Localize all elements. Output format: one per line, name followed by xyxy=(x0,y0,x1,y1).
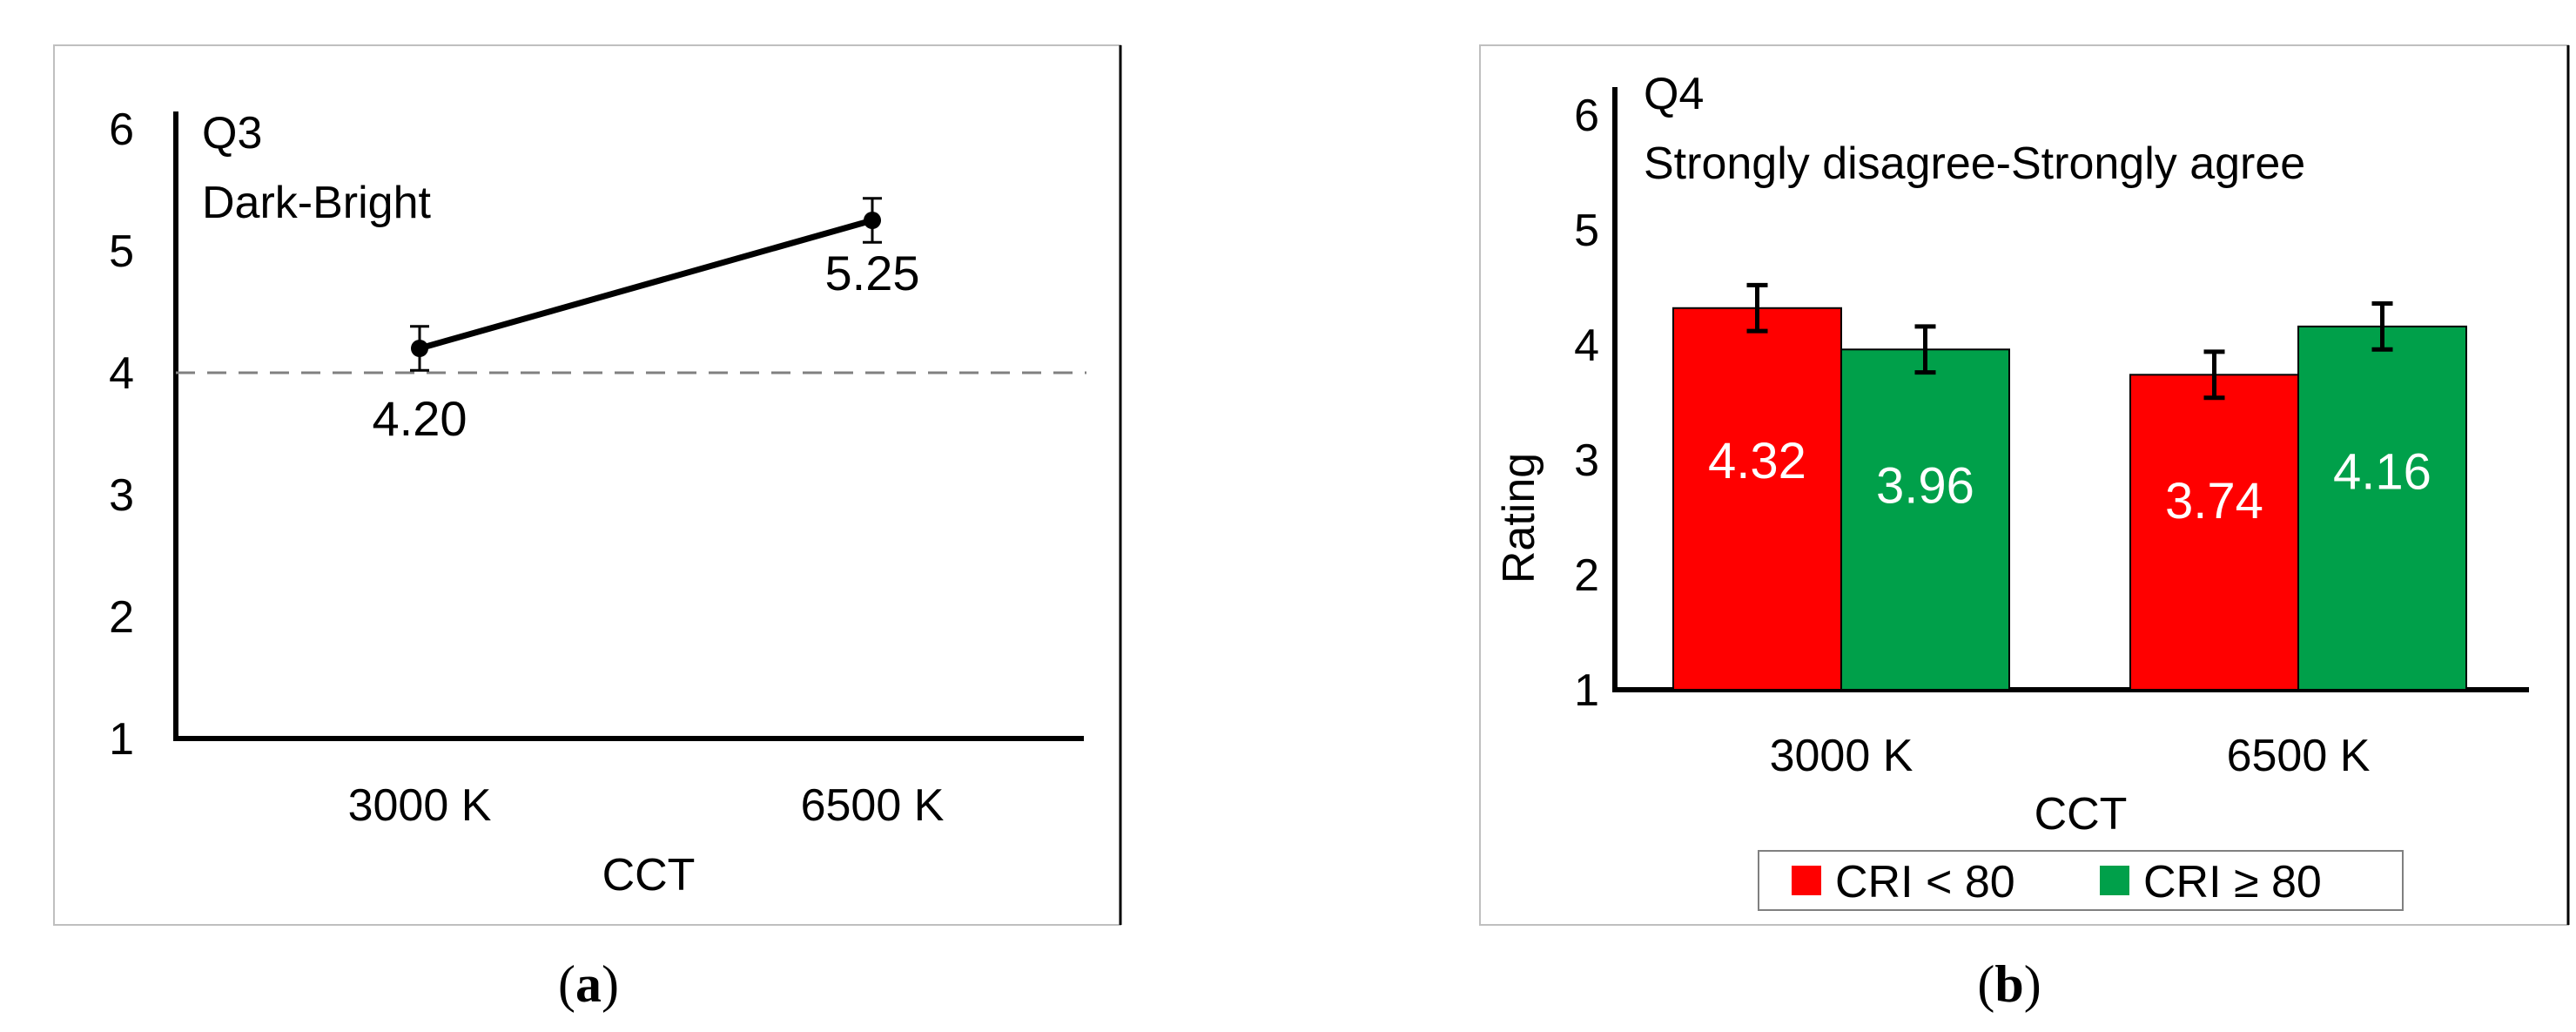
panel-b-y-tick-label: 4 xyxy=(1574,320,1599,371)
panel-b-bar xyxy=(2129,374,2299,691)
panel-a-x-axis-title: CCT xyxy=(602,850,696,900)
panel-b-legend-box xyxy=(1758,850,2404,911)
panel-b-bar xyxy=(1840,348,2010,691)
panel-a-y-tick-label: 4 xyxy=(109,348,134,399)
panel-b-bar-label: 4.16 xyxy=(2333,444,2431,501)
panel-a-y-tick-label: 3 xyxy=(109,470,134,521)
panel-b-x-axis-title: CCT xyxy=(2035,789,2128,840)
panel-a-tag-close: ) xyxy=(602,955,619,1013)
panel-b-legend: CRI < 80 CRI ≥ 80 xyxy=(1758,850,2404,911)
panel-b-legend-label: CRI < 80 xyxy=(1835,857,2015,907)
panel-b-bar-label: 3.96 xyxy=(1876,458,1974,515)
panel-b-bar xyxy=(1672,307,1842,691)
panel-a-x-tick-label: 6500 K xyxy=(801,780,945,831)
panel-a-x-tick-label: 3000 K xyxy=(348,780,492,831)
panel-b-title: Q4 xyxy=(1644,69,1704,119)
panel-a-data-point xyxy=(864,212,881,229)
panel-a-y-ticks: 1 2 3 4 5 6 xyxy=(109,105,134,765)
panel-b-x-tick-label: 3000 K xyxy=(1770,731,1914,781)
panel-a-y-tick-label: 1 xyxy=(109,714,134,765)
panel-b-bar-label: 3.74 xyxy=(2165,473,2263,529)
panel-a-y-tick-label: 5 xyxy=(109,226,134,277)
panel-a-data-point xyxy=(411,340,428,357)
panel-b-y-tick-label: 5 xyxy=(1574,206,1599,256)
panel-a-y-tick-label: 6 xyxy=(109,105,134,155)
panel-b-legend-swatch xyxy=(1792,866,1821,895)
panel-a-marks: 4.20 5.25 xyxy=(176,197,1086,446)
panel-b-x-tick-label: 6500 K xyxy=(2227,731,2371,781)
panel-a-data-label: 4.20 xyxy=(373,391,467,446)
panel-b-tag-letter: b xyxy=(1994,955,2023,1013)
panel-a-y-tick-label: 2 xyxy=(109,592,134,643)
panel-a-subtitle: Dark-Bright xyxy=(202,178,431,228)
panel-b-legend-swatch xyxy=(2100,866,2129,895)
panel-b-legend-label: CRI ≥ 80 xyxy=(2143,857,2322,907)
panel-a-title: Q3 xyxy=(202,108,262,159)
panel-b-subtitle: Strongly disagree-Strongly agree xyxy=(1644,138,2305,189)
panel-a-line-chart: 1 2 3 4 5 6 3000 K 6500 K 4.20 5.25 Q3 Dark-Bri… xyxy=(53,44,1122,926)
panel-b-tag-open: ( xyxy=(1977,955,1994,1013)
panel-b-tag-close: ) xyxy=(2024,955,2041,1013)
panel-a-data-label: 5.25 xyxy=(825,246,920,300)
panel-a-axes xyxy=(173,111,1084,741)
panel-b-x-ticks: 3000 K 6500 K xyxy=(1770,731,2371,781)
panel-a-tag-open: ( xyxy=(558,955,575,1013)
panel-a-series-line xyxy=(419,217,873,352)
panel-a-x-ticks: 3000 K 6500 K xyxy=(348,780,945,831)
panel-b-bars: 4.32 3.96 3.74 4.16 xyxy=(1672,282,2467,691)
panel-b-y-axis-title: Rating xyxy=(1494,453,1544,583)
panel-a-tag: (a) xyxy=(558,955,619,1013)
panel-b-bar-label: 4.32 xyxy=(1708,433,1806,489)
panel-a-tag-letter: a xyxy=(575,955,602,1013)
panel-b-y-ticks: 1 2 3 4 5 6 xyxy=(1574,91,1599,716)
panel-b-bar xyxy=(2297,325,2467,691)
panel-b-y-tick-label: 2 xyxy=(1574,550,1599,601)
panel-b-y-tick-label: 1 xyxy=(1574,665,1599,716)
panel-b-tag: (b) xyxy=(1977,955,2041,1013)
panel-b-y-tick-label: 6 xyxy=(1574,91,1599,141)
panel-b-y-tick-label: 3 xyxy=(1574,435,1599,486)
